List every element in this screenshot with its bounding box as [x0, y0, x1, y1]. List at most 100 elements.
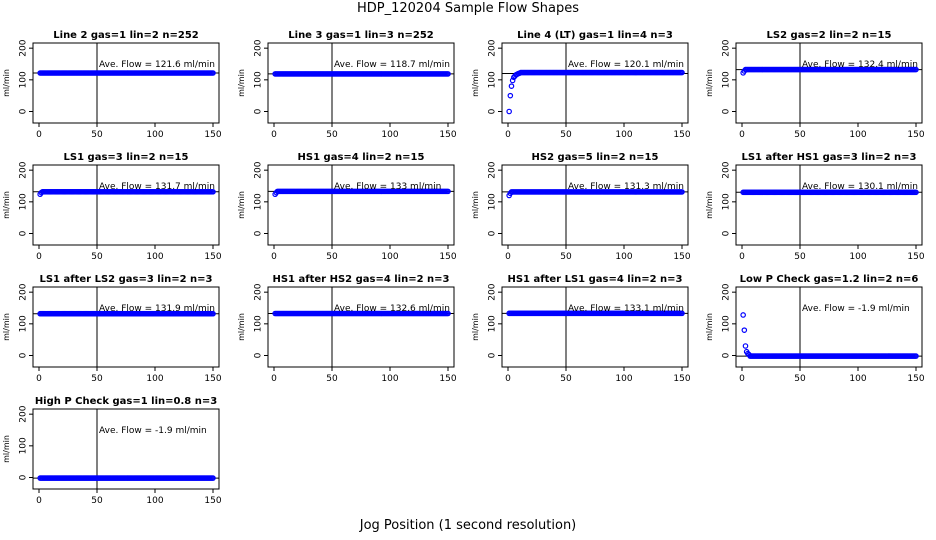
y-axis-label: ml/min — [2, 313, 11, 341]
panel-9: LS1 after LS2 gas=3 lin=2 n=3 ml/min 0 100 2… — [2, 274, 222, 384]
mean-annotation: Ave. Flow = 132.4 ml/min — [802, 60, 918, 70]
y-axis-label: ml/min — [705, 191, 714, 219]
x-tick-label: 100 — [615, 374, 632, 384]
y-tick-label: 0 — [722, 230, 732, 236]
data-point — [509, 77, 516, 84]
y-tick-label: 100 — [19, 315, 29, 332]
panel-13: High P Check gas=1 lin=0.8 n=3 ml/min 0 100… — [2, 396, 222, 506]
y-tick-label: 200 — [722, 39, 732, 56]
panel-8: LS1 after HS1 gas=3 lin=2 n=3 ml/min 0 100 2… — [705, 152, 925, 262]
data-point — [210, 188, 216, 195]
y-tick-label: 100 — [722, 193, 732, 210]
y-tick-label: 200 — [254, 39, 264, 56]
data-point — [508, 83, 515, 89]
y-tick-label: 100 — [488, 193, 498, 210]
x-tick-label: 150 — [673, 252, 690, 262]
x-tick-label: 0 — [271, 252, 277, 262]
x-tick-label: 50 — [91, 496, 103, 506]
y-tick-label: 100 — [254, 71, 264, 88]
x-tick-label: 0 — [739, 374, 745, 384]
y-axis-label: ml/min — [705, 313, 714, 341]
panel-title: Line 2 gas=1 lin=2 n=252 — [53, 30, 199, 41]
y-tick-label: 100 — [488, 315, 498, 332]
y-axis-label: ml/min — [471, 313, 480, 341]
plot-box — [735, 42, 923, 124]
panel-title: Low P Check gas=1.2 lin=2 n=6 — [740, 274, 919, 285]
x-tick-label: 100 — [849, 252, 866, 262]
y-tick-label: 0 — [488, 230, 498, 236]
plot-box — [267, 42, 455, 124]
x-tick-label: 50 — [91, 252, 103, 262]
x-tick-label: 100 — [146, 496, 163, 506]
panel-title: HS1 after LS1 gas=4 lin=2 n=3 — [507, 274, 682, 285]
data-point — [913, 189, 919, 196]
y-tick-label: 0 — [19, 352, 29, 358]
panel-title: LS1 gas=3 lin=2 n=15 — [64, 152, 189, 163]
x-tick-label: 100 — [381, 252, 398, 262]
x-tick-label: 150 — [204, 374, 221, 384]
mean-annotation: Ave. Flow = 120.1 ml/min — [568, 60, 684, 70]
y-axis-label: ml/min — [2, 435, 11, 463]
mean-annotation: Ave. Flow = -1.9 ml/min — [802, 304, 910, 314]
plot-box — [735, 164, 923, 246]
data-point — [913, 66, 919, 73]
panel-4: LS2 gas=2 lin=2 n=15 ml/min 0 100 200 0 50 100 1… — [705, 30, 925, 140]
x-tick-label: 150 — [673, 374, 690, 384]
y-tick-label: 100 — [254, 193, 264, 210]
x-axis-title: Jog Position (1 second resolution) — [359, 518, 577, 533]
y-tick-label: 0 — [254, 108, 264, 114]
panel-title: LS1 after LS2 gas=3 lin=2 n=3 — [39, 274, 212, 285]
x-tick-label: 100 — [615, 252, 632, 262]
panel-2: Line 3 gas=1 lin=3 n=252 ml/min 0 100 200 0 50… — [237, 30, 457, 140]
y-tick-label: 0 — [19, 230, 29, 236]
mean-annotation: Ave. Flow = -1.9 ml/min — [99, 426, 207, 436]
page-title: HDP_120204 Sample Flow Shapes — [356, 1, 580, 16]
x-tick-label: 0 — [36, 496, 42, 506]
y-axis-label: ml/min — [2, 191, 11, 219]
x-tick-label: 50 — [91, 130, 103, 140]
x-tick-label: 150 — [439, 252, 456, 262]
data-point — [507, 92, 514, 99]
x-tick-label: 50 — [91, 374, 103, 384]
y-tick-label: 200 — [19, 161, 29, 178]
y-tick-label: 200 — [19, 283, 29, 300]
y-tick-label: 0 — [19, 474, 29, 480]
x-tick-label: 150 — [907, 374, 924, 384]
x-tick-label: 50 — [794, 374, 806, 384]
data-point — [445, 310, 451, 317]
x-tick-label: 50 — [326, 374, 338, 384]
panel-title: High P Check gas=1 lin=0.8 n=3 — [35, 396, 217, 407]
x-tick-label: 50 — [560, 130, 572, 140]
data-point — [210, 475, 216, 481]
y-tick-label: 0 — [488, 352, 498, 358]
x-tick-label: 0 — [36, 374, 42, 384]
mean-annotation: Ave. Flow = 133.1 ml/min — [568, 304, 684, 314]
y-tick-label: 100 — [19, 437, 29, 454]
plot-box — [32, 408, 220, 490]
data-point — [740, 312, 746, 318]
plot-box — [501, 286, 689, 368]
mean-annotation: Ave. Flow = 133 ml/min — [334, 182, 441, 192]
x-tick-label: 0 — [505, 252, 511, 262]
y-tick-label: 200 — [488, 39, 498, 56]
x-tick-label: 100 — [146, 252, 163, 262]
data-point — [210, 310, 216, 317]
mean-annotation: Ave. Flow = 131.9 ml/min — [99, 304, 215, 314]
x-tick-label: 150 — [204, 130, 221, 140]
panel-title: HS1 after HS2 gas=4 lin=2 n=3 — [272, 274, 449, 285]
plot-box — [735, 286, 923, 368]
data-point — [679, 189, 685, 195]
mean-annotation: Ave. Flow = 131.7 ml/min — [99, 182, 215, 192]
mean-annotation: Ave. Flow = 118.7 ml/min — [334, 60, 450, 70]
x-tick-label: 150 — [204, 252, 221, 262]
x-tick-label: 150 — [907, 252, 924, 262]
y-tick-label: 0 — [722, 108, 732, 114]
y-tick-label: 200 — [488, 161, 498, 178]
x-tick-label: 150 — [673, 130, 690, 140]
y-tick-label: 0 — [488, 108, 498, 114]
x-tick-label: 100 — [615, 130, 632, 140]
data-point — [445, 71, 451, 77]
plot-box — [267, 164, 455, 246]
y-tick-label: 0 — [254, 352, 264, 358]
